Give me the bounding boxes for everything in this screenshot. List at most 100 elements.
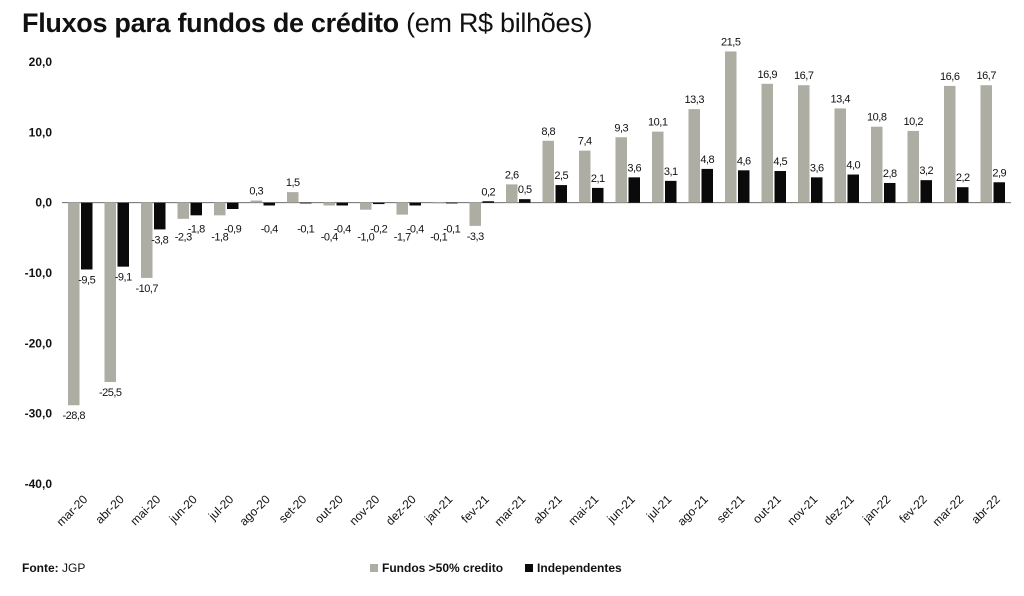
data-label-fundos: -2,3 xyxy=(175,232,192,244)
bar-fundos xyxy=(834,108,846,203)
bar-independentes xyxy=(190,202,202,216)
y-tick-label: -20,0 xyxy=(25,336,53,350)
data-label-independentes: 0,5 xyxy=(518,184,532,196)
bar-fundos xyxy=(944,85,956,203)
bar-independentes xyxy=(555,185,567,203)
bar-fundos xyxy=(579,150,591,203)
data-label-independentes: -0,4 xyxy=(261,224,278,236)
x-tick-label: mai-21 xyxy=(566,492,602,528)
x-tick-label: set-21 xyxy=(714,492,748,526)
chart-title: Fluxos para fundos de crédito (em R$ bil… xyxy=(22,8,592,39)
bar-fundos xyxy=(688,109,700,203)
bar-independentes xyxy=(263,202,275,206)
bar-fundos xyxy=(360,202,372,210)
bar-fundos xyxy=(323,202,335,206)
x-tick-label: jun-20 xyxy=(166,492,200,526)
bar-fundos xyxy=(907,130,919,203)
data-label-independentes: 3,6 xyxy=(627,162,641,174)
bar-fundos xyxy=(214,202,226,216)
bar-independentes xyxy=(373,202,385,205)
chart-title-unit: (em R$ bilhões) xyxy=(406,8,593,38)
data-label-independentes: 2,5 xyxy=(554,170,568,182)
data-label-fundos: -1,7 xyxy=(394,232,411,244)
data-label-fundos: 16,9 xyxy=(758,69,778,81)
data-label-independentes: 2,8 xyxy=(883,168,897,180)
x-tick-label: nov-20 xyxy=(347,492,383,528)
y-tick-label: 10,0 xyxy=(29,125,53,139)
data-label-independentes: 2,9 xyxy=(992,167,1006,179)
bar-fundos xyxy=(141,202,153,278)
x-tick-label: mar-20 xyxy=(54,492,91,529)
data-label-fundos: 13,4 xyxy=(831,93,851,105)
y-tick-label: -10,0 xyxy=(25,266,53,280)
x-tick-label: mai-20 xyxy=(128,492,164,528)
data-label-independentes: 3,6 xyxy=(810,162,824,174)
data-label-fundos: 9,3 xyxy=(614,122,628,134)
data-label-independentes: -0,1 xyxy=(297,224,314,236)
data-label-independentes: -0,9 xyxy=(224,224,241,236)
bar-independentes xyxy=(592,187,604,203)
bar-independentes xyxy=(957,187,969,203)
data-label-fundos: 0,3 xyxy=(249,186,263,198)
bar-fundos xyxy=(980,85,992,203)
x-tick-label: dez-21 xyxy=(821,492,857,528)
bar-independentes xyxy=(409,202,421,206)
data-label-fundos: -1,0 xyxy=(357,232,374,244)
bar-fundos xyxy=(433,202,445,204)
x-tick-label: jul-21 xyxy=(643,492,675,524)
x-tick-label: abr-22 xyxy=(968,492,1003,527)
data-label-independentes: -0,4 xyxy=(334,224,351,236)
bar-independentes xyxy=(811,177,823,203)
bar-fundos xyxy=(469,202,481,226)
data-label-fundos: -0,1 xyxy=(430,232,447,244)
data-label-independentes: 2,1 xyxy=(591,173,605,185)
data-label-fundos: -25,5 xyxy=(99,387,122,399)
bar-independentes xyxy=(227,202,239,209)
legend-label-fundos: Fundos >50% credito xyxy=(382,561,504,575)
data-label-independentes: -3,8 xyxy=(151,234,168,246)
x-tick-label: nov-21 xyxy=(785,492,821,528)
data-label-fundos: -0,4 xyxy=(321,232,338,244)
bar-fundos xyxy=(615,137,627,203)
data-label-independentes: 2,2 xyxy=(956,172,970,184)
data-label-independentes: 4,8 xyxy=(700,154,714,166)
data-label-fundos: 8,8 xyxy=(541,126,555,138)
y-tick-label: 20,0 xyxy=(29,55,53,69)
bar-fundos xyxy=(396,202,408,215)
data-label-fundos: 16,7 xyxy=(977,70,997,82)
data-label-independentes: 4,5 xyxy=(773,156,787,168)
data-label-fundos: -1,8 xyxy=(211,232,228,244)
data-label-independentes: 0,2 xyxy=(481,186,495,198)
bar-independentes xyxy=(117,202,129,267)
bar-independentes xyxy=(665,180,677,203)
bar-independentes xyxy=(738,170,750,203)
data-label-fundos: 21,5 xyxy=(721,36,741,48)
data-label-independentes: -9,1 xyxy=(115,272,132,284)
bar-fundos xyxy=(506,184,518,203)
bar-independentes xyxy=(701,168,713,203)
source-value: JGP xyxy=(62,561,86,575)
x-tick-label: jun-21 xyxy=(604,492,638,526)
bar-independentes xyxy=(154,202,166,230)
bar-fundos xyxy=(104,202,116,383)
data-label-independentes: -0,4 xyxy=(407,224,424,236)
data-label-fundos: 7,4 xyxy=(578,136,592,148)
x-tick-label: out-20 xyxy=(312,492,346,526)
bar-fundos xyxy=(761,83,773,203)
data-label-independentes: 3,2 xyxy=(919,165,933,177)
x-tick-label: jan-21 xyxy=(421,492,455,526)
bar-independentes xyxy=(336,202,348,206)
data-label-fundos: 16,7 xyxy=(794,70,814,82)
legend-label-independentes: Independentes xyxy=(537,561,622,575)
bar-independentes xyxy=(300,202,312,204)
bar-fundos xyxy=(725,51,737,203)
source-note: Fonte: JGP xyxy=(22,561,85,575)
source-label: Fonte: xyxy=(22,561,59,575)
data-label-independentes: 4,0 xyxy=(846,160,860,172)
bar-fundos xyxy=(177,202,189,219)
data-label-fundos: -10,7 xyxy=(135,283,158,295)
data-label-independentes: 3,1 xyxy=(664,166,678,178)
bar-fundos xyxy=(68,202,80,406)
data-label-fundos: 2,6 xyxy=(505,169,519,181)
